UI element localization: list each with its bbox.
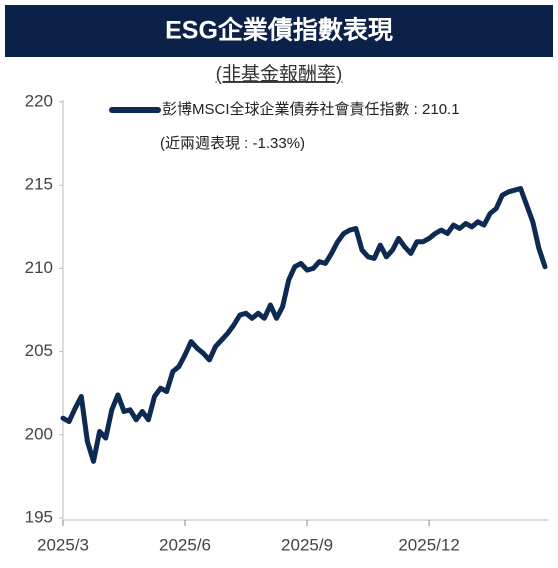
chart-subtitle: (非基金報酬率) [216,63,343,85]
y-tick-label: 215 [25,175,53,194]
y-tick-label: 200 [25,424,53,443]
y-tick-label: 195 [25,507,53,526]
y-tick-label: 220 [25,91,53,110]
series-line [60,186,548,464]
title-bar [5,5,553,57]
legend-note: (近兩週表現 : -1.33%) [160,135,305,152]
chart-title: ESG企業債指數表現 [165,16,393,45]
x-tick-label: 2025/6 [159,535,211,554]
x-tick-label: 2025/9 [281,535,333,554]
y-tick-label: 205 [25,341,53,360]
legend-label: 彭博MSCI全球企業債券社會責任指數 : 210.1 [162,100,460,118]
y-tick-label: 210 [25,258,53,277]
x-tick-label: 2025/3 [37,535,89,554]
x-tick-label: 2025/12 [398,535,459,554]
